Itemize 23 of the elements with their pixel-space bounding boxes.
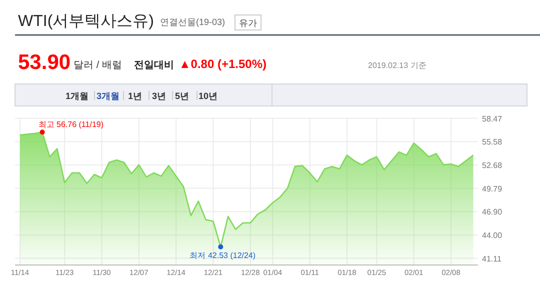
text: 2019.02.13 기준 [368, 61, 426, 70]
text: 1년 [128, 91, 142, 101]
text: 10년 [198, 91, 218, 101]
y-tick-label: 41.11 [482, 254, 502, 264]
y-tick-label: 46.90 [482, 208, 503, 217]
y-tick-label: 55.58 [482, 138, 503, 147]
text: ▲0.80 (+1.50%) [178, 57, 266, 71]
text: 달러 / 배럴 [74, 60, 122, 71]
data-label: 최고 56.76 (11/19) [38, 120, 104, 130]
text: 유가 [239, 18, 257, 28]
text: 53.90 [18, 51, 71, 74]
chart-subtitle: 연결선물(19-03) [160, 17, 225, 27]
y-tick-label: 49.79 [482, 184, 503, 194]
text: 3개월 [96, 91, 120, 101]
y-tick-label: 44.00 [482, 231, 503, 240]
text: 5년 [174, 91, 190, 101]
text: 전일대비 [134, 60, 174, 71]
text: 1개월 [65, 91, 89, 101]
y-tick-label: 52.68 [482, 160, 503, 170]
data-label: 최저 42.53 (12/24) [190, 250, 256, 260]
chart-title: WTI(서부텍사스유) [18, 13, 154, 30]
text: 3년 [152, 91, 166, 101]
y-tick-label: 58.47 [482, 114, 503, 124]
